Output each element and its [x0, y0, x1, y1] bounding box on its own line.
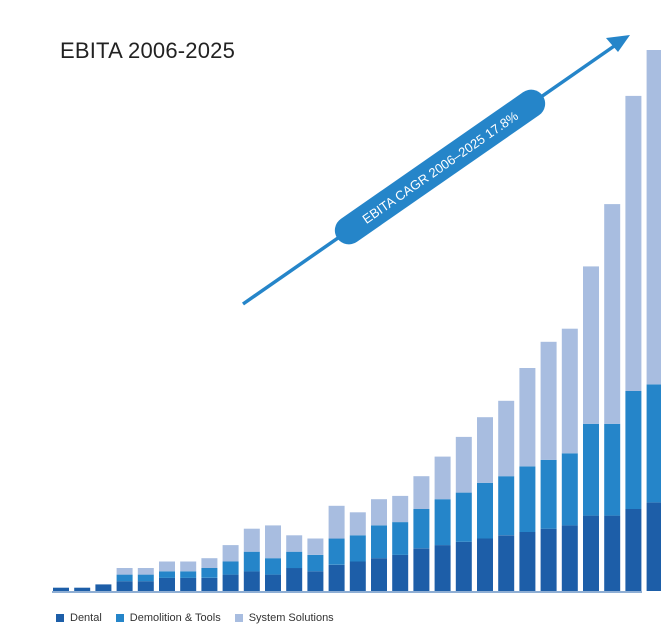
bar-dental-24: [540, 528, 557, 591]
bar-system-solutions-14: [328, 505, 345, 539]
bar-demolition-tools-8: [201, 568, 218, 578]
bar-system-solutions-5: [137, 568, 154, 575]
bar-system-solutions-23: [519, 368, 536, 467]
bar-demolition-tools-18: [413, 509, 430, 549]
bar-demolition-tools-9: [222, 561, 239, 575]
bar-demolition-tools-13: [307, 554, 324, 572]
bar-dental-27: [604, 515, 621, 591]
bar-dental-9: [222, 574, 239, 591]
cagr-pill: EBITA CAGR 2006–2025 17.8%: [334, 89, 546, 245]
bar-dental-2: [74, 587, 91, 591]
bar-demolition-tools-12: [286, 551, 303, 569]
bar-system-solutions-8: [201, 558, 218, 568]
bar-system-solutions-19: [434, 456, 451, 500]
bar-dental-28: [625, 509, 642, 591]
bar-system-solutions-28: [625, 95, 642, 392]
bar-system-solutions-16: [371, 499, 387, 526]
bar-system-solutions-17: [392, 495, 409, 523]
bar-demolition-tools-14: [328, 538, 345, 565]
bar-dental-13: [307, 571, 324, 591]
bar-system-solutions-20: [455, 436, 472, 493]
bar-dental-3: [95, 584, 112, 591]
bar-demolition-tools-23: [519, 466, 536, 532]
bar-demolition-tools-15: [349, 535, 366, 562]
bar-dental-1: [53, 587, 69, 591]
bar-dental-22: [498, 535, 515, 591]
legend-item-dental: Dental: [56, 612, 102, 624]
bar-dental-16: [371, 558, 387, 591]
bar-dental-29: [646, 502, 661, 591]
bars-group: [53, 50, 661, 591]
legend-label-demolition-tools: Demolition & Tools: [129, 612, 221, 624]
ebita-stacked-bar-chart: EBITA CAGR 2006–2025 17.8%: [52, 35, 661, 593]
bar-demolition-tools-19: [434, 499, 451, 546]
bar-system-solutions-11: [265, 525, 281, 559]
bar-system-solutions-29: [646, 50, 661, 385]
bar-dental-10: [243, 571, 260, 591]
bar-demolition-tools-21: [477, 482, 493, 539]
bar-dental-17: [392, 554, 409, 591]
bar-dental-18: [413, 548, 430, 591]
bar-dental-6: [159, 577, 175, 591]
bar-system-solutions-25: [561, 328, 578, 454]
bar-system-solutions-9: [222, 545, 239, 562]
bar-dental-25: [561, 525, 578, 591]
bar-system-solutions-22: [498, 400, 515, 477]
bar-dental-20: [455, 541, 472, 591]
bar-system-solutions-13: [307, 538, 324, 555]
legend-swatch-system-solutions: [234, 614, 243, 622]
bar-demolition-tools-4: [116, 574, 133, 582]
legend-label-system-solutions: System Solutions: [248, 612, 334, 624]
bar-dental-4: [116, 581, 133, 591]
legend-label-dental: Dental: [70, 612, 102, 624]
legend: Dental Demolition & Tools System Solutio…: [56, 612, 334, 624]
bar-demolition-tools-5: [137, 574, 154, 582]
bar-dental-19: [434, 545, 451, 591]
bar-system-solutions-4: [116, 568, 133, 575]
bar-dental-15: [349, 561, 366, 591]
bar-demolition-tools-28: [625, 391, 642, 509]
bar-demolition-tools-25: [561, 453, 578, 526]
bar-dental-26: [583, 515, 599, 591]
bar-system-solutions-21: [477, 417, 493, 483]
bar-demolition-tools-20: [455, 492, 472, 542]
legend-swatch-demolition-tools: [115, 614, 124, 622]
bar-demolition-tools-26: [583, 423, 599, 516]
bar-demolition-tools-11: [265, 558, 281, 575]
bar-demolition-tools-22: [498, 476, 515, 536]
bar-system-solutions-18: [413, 476, 430, 509]
legend-item-demolition-tools: Demolition & Tools: [115, 612, 221, 624]
bar-system-solutions-27: [604, 204, 621, 424]
bar-dental-11: [265, 574, 281, 591]
bar-dental-5: [137, 581, 154, 591]
bar-demolition-tools-17: [392, 522, 409, 555]
bar-system-solutions-7: [180, 561, 197, 572]
bar-demolition-tools-6: [159, 571, 175, 578]
cagr-annotation: EBITA CAGR 2006–2025 17.8%: [360, 108, 522, 227]
cagr-arrow-head-icon: [606, 35, 630, 52]
bar-demolition-tools-24: [540, 459, 557, 529]
bar-system-solutions-6: [159, 561, 175, 572]
bar-dental-14: [328, 564, 345, 591]
bar-demolition-tools-27: [604, 423, 621, 516]
chart-title: EBITA 2006-2025: [60, 38, 236, 63]
legend-swatch-dental: [56, 614, 64, 622]
bar-system-solutions-10: [243, 528, 260, 552]
bar-system-solutions-26: [583, 266, 599, 424]
bar-system-solutions-12: [286, 535, 303, 552]
bar-demolition-tools-29: [646, 384, 661, 503]
bar-dental-12: [286, 568, 303, 591]
bar-dental-21: [477, 538, 493, 591]
bar-dental-23: [519, 532, 536, 591]
cagr-pill-background: [334, 89, 546, 245]
bar-demolition-tools-7: [180, 571, 197, 578]
bar-system-solutions-24: [540, 341, 557, 460]
bar-dental-8: [201, 577, 218, 591]
bar-system-solutions-15: [349, 512, 366, 536]
legend-item-system-solutions: System Solutions: [234, 612, 334, 624]
bar-dental-7: [180, 577, 197, 591]
bar-demolition-tools-10: [243, 551, 260, 572]
bar-demolition-tools-16: [371, 525, 387, 559]
